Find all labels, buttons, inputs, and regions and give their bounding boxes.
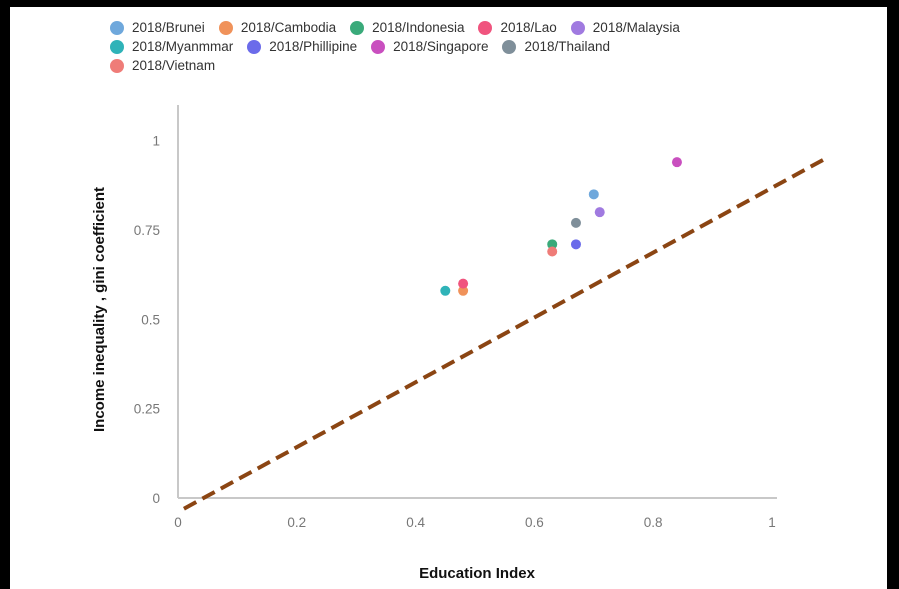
y-axis-title: Income inequality , gini coefficient xyxy=(91,187,108,432)
y-tick-label: 0.5 xyxy=(141,312,160,327)
legend-swatch xyxy=(502,39,517,54)
data-point[interactable] xyxy=(458,278,469,289)
legend-label: 2018/Indonesia xyxy=(372,20,465,35)
legend-swatch xyxy=(110,20,124,35)
legend-item[interactable]: 2018/Cambodia xyxy=(218,20,337,35)
legend-item[interactable]: 2018/Phillipine xyxy=(247,39,357,54)
legend-label: 2018/Myanmmar xyxy=(132,39,234,54)
legend-label: 2018/Thailand xyxy=(524,39,611,54)
data-point[interactable] xyxy=(594,207,605,218)
scatter-chart: 0 0.2 0.4 0.6 0.8 1 0 0.25 0.5 0.75 1 Income inequ… xyxy=(91,105,827,582)
y-tick-label: 1 xyxy=(152,134,160,149)
legend-item[interactable]: 2018/Myanmmar xyxy=(110,39,233,54)
legend-item[interactable]: 2018/Vietnam xyxy=(110,58,215,73)
data-point[interactable] xyxy=(671,157,682,168)
legend-row: 2018/Brunei 2018/Cambodia 2018/Indonesia 20… xyxy=(110,18,800,37)
legend-swatch xyxy=(350,20,365,35)
data-point[interactable] xyxy=(570,217,581,228)
legend-swatch xyxy=(478,20,493,35)
legend-item[interactable]: 2018/Malaysia xyxy=(570,20,680,35)
legend-swatch xyxy=(247,39,262,54)
legend-label: 2018/Singapore xyxy=(393,39,489,54)
y-tick-label: 0 xyxy=(152,491,160,506)
x-tick-label: 0.8 xyxy=(644,515,663,530)
x-tick-label: 0.2 xyxy=(287,515,306,530)
legend: 2018/Brunei 2018/Cambodia 2018/Indonesia 20… xyxy=(110,18,800,75)
x-tick-label: 0.4 xyxy=(406,515,425,530)
legend-swatch xyxy=(110,39,124,54)
data-point[interactable] xyxy=(570,239,581,250)
legend-row: 2018/Vietnam xyxy=(110,56,800,75)
legend-label: 2018/Cambodia xyxy=(240,20,337,35)
legend-label: 2018/Lao xyxy=(500,20,557,35)
legend-row: 2018/Myanmmar 2018/Phillipine 2018/Singapo… xyxy=(110,37,800,56)
legend-label: 2018/Brunei xyxy=(132,20,205,35)
y-tick-label: 0.25 xyxy=(134,402,160,417)
legend-swatch xyxy=(218,20,233,35)
legend-label: 2018/Vietnam xyxy=(132,58,216,73)
legend-swatch xyxy=(110,58,124,73)
x-axis-title: Education Index xyxy=(419,565,536,582)
y-tick-label: 0.75 xyxy=(134,223,160,238)
legend-item[interactable]: 2018/Thailand xyxy=(502,39,610,54)
legend-item[interactable]: 2018/Singapore xyxy=(371,39,488,54)
legend-label: 2018/Phillipine xyxy=(269,39,358,54)
legend-item[interactable]: 2018/Lao xyxy=(478,20,557,35)
legend-item[interactable]: 2018/Brunei xyxy=(110,20,205,35)
data-point[interactable] xyxy=(547,239,558,250)
data-point[interactable] xyxy=(440,285,451,296)
x-tick-label: 1 xyxy=(768,515,776,530)
data-point[interactable] xyxy=(547,246,558,257)
chart-panel: 2018/Brunei 2018/Cambodia 2018/Indonesia 20… xyxy=(10,7,887,589)
data-point[interactable] xyxy=(588,189,599,200)
x-tick-label: 0 xyxy=(174,515,182,530)
legend-swatch xyxy=(570,20,585,35)
legend-item[interactable]: 2018/Indonesia xyxy=(350,20,464,35)
legend-swatch xyxy=(371,39,386,54)
trend-line xyxy=(182,156,827,511)
legend-label: 2018/Malaysia xyxy=(592,20,680,35)
x-tick-label: 0.6 xyxy=(525,515,544,530)
data-point[interactable] xyxy=(458,285,469,296)
